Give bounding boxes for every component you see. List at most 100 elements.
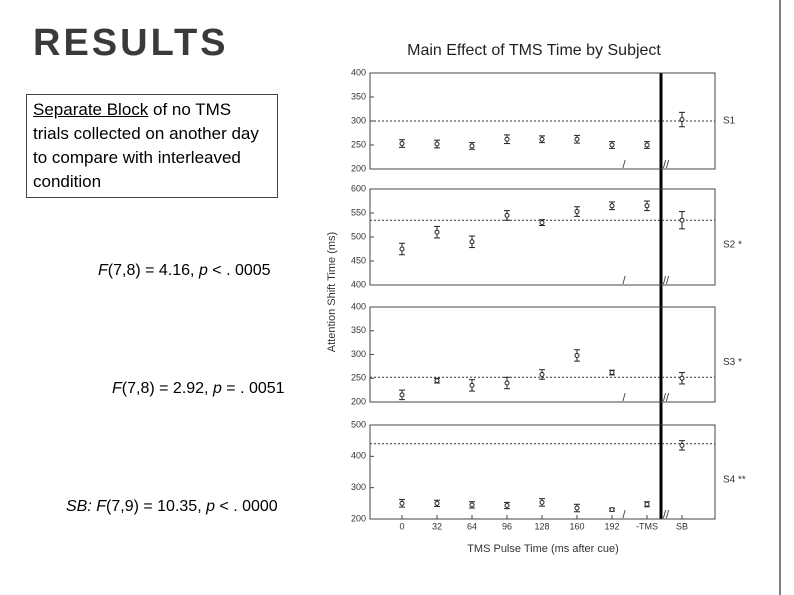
y-tick-label: 400 bbox=[351, 279, 366, 289]
stat-line: F(7,8) = 4.16, p < . 0005 bbox=[98, 262, 271, 280]
panel-frame bbox=[369, 306, 716, 403]
y-tick-label: 500 bbox=[351, 231, 366, 241]
stat-part: < . 0005 bbox=[207, 262, 271, 279]
stat-part: < . 0000 bbox=[214, 498, 278, 515]
point bbox=[469, 382, 475, 388]
point bbox=[644, 501, 650, 507]
x-tick-label: 0 bbox=[399, 521, 404, 531]
slide-title: RESULTS bbox=[33, 22, 229, 64]
stat-part: F bbox=[112, 380, 122, 397]
x-tick-label: -TMS bbox=[636, 521, 658, 531]
stat-part: p bbox=[198, 262, 208, 279]
panel-frame bbox=[369, 188, 716, 286]
y-tick-label: 400 bbox=[351, 451, 366, 461]
break-mark: / bbox=[622, 392, 626, 404]
point bbox=[399, 141, 405, 147]
break-mark: // bbox=[663, 509, 670, 521]
point bbox=[399, 392, 405, 398]
chart-title: Main Effect of TMS Time by Subject bbox=[407, 42, 661, 59]
point bbox=[469, 239, 475, 245]
point bbox=[469, 143, 475, 149]
panel-label: S3 * bbox=[723, 357, 742, 368]
point bbox=[574, 505, 580, 511]
point bbox=[574, 352, 580, 358]
point bbox=[574, 136, 580, 142]
stat-line: F(7,8) = 2.92, p = . 0051 bbox=[112, 380, 285, 398]
stat-part: (7,8) = 2.92, bbox=[121, 380, 213, 397]
y-tick-label: 300 bbox=[351, 482, 366, 492]
point bbox=[539, 499, 545, 505]
point bbox=[469, 502, 475, 508]
point bbox=[574, 209, 580, 215]
point bbox=[609, 142, 615, 148]
stat-part: (7,9) = 10.35, bbox=[106, 498, 207, 515]
panel-label: S4 ** bbox=[723, 475, 746, 486]
point bbox=[434, 500, 440, 506]
point bbox=[609, 370, 615, 376]
y-tick-label: 350 bbox=[351, 325, 366, 335]
point bbox=[609, 203, 615, 209]
stat-part: p bbox=[212, 380, 222, 397]
point bbox=[504, 212, 510, 218]
break-mark: / bbox=[622, 509, 626, 521]
y-tick-label: 200 bbox=[351, 513, 366, 523]
point bbox=[504, 503, 510, 509]
point bbox=[539, 371, 545, 377]
x-tick-label: 32 bbox=[432, 521, 442, 531]
stat-line: SB: F(7,9) = 10.35, p < . 0000 bbox=[66, 498, 278, 516]
point bbox=[434, 141, 440, 147]
break-mark: // bbox=[663, 159, 670, 171]
point bbox=[434, 229, 440, 235]
point bbox=[644, 203, 650, 209]
point bbox=[539, 136, 545, 142]
y-tick-label: 200 bbox=[351, 396, 366, 406]
stat-part: (7,8) = 4.16, bbox=[107, 262, 199, 279]
break-mark: / bbox=[622, 275, 626, 287]
point bbox=[504, 136, 510, 142]
break-mark: // bbox=[663, 392, 670, 404]
y-tick-label: 200 bbox=[351, 163, 366, 173]
y-tick-label: 450 bbox=[351, 255, 366, 265]
x-tick-label: 64 bbox=[467, 521, 477, 531]
point bbox=[679, 117, 685, 123]
point bbox=[679, 217, 685, 223]
y-tick-label: 250 bbox=[351, 139, 366, 149]
y-tick-label: 500 bbox=[351, 419, 366, 429]
x-tick-label: 160 bbox=[569, 521, 584, 531]
point bbox=[679, 375, 685, 381]
point bbox=[399, 500, 405, 506]
note-text: of no TMS trials collected on another da… bbox=[33, 100, 259, 191]
point bbox=[609, 507, 615, 513]
point bbox=[434, 378, 440, 384]
point bbox=[504, 380, 510, 386]
y-axis-label: Attention Shift Time (ms) bbox=[326, 232, 338, 352]
stat-part: = . 0051 bbox=[221, 380, 285, 397]
x-tick-label: 192 bbox=[604, 521, 619, 531]
stat-part: p bbox=[206, 498, 215, 515]
y-tick-label: 400 bbox=[351, 301, 366, 311]
point bbox=[679, 442, 685, 448]
panel-label: S2 * bbox=[723, 240, 742, 251]
point bbox=[644, 142, 650, 148]
y-tick-label: 600 bbox=[351, 183, 366, 193]
break-mark: / bbox=[622, 159, 626, 171]
point bbox=[399, 246, 405, 252]
stat-part: F bbox=[98, 262, 108, 279]
y-tick-label: 400 bbox=[351, 67, 366, 77]
x-tick-label: 128 bbox=[534, 521, 549, 531]
break-mark: // bbox=[663, 275, 670, 287]
y-tick-label: 250 bbox=[351, 373, 366, 383]
x-axis-label: TMS Pulse Time (ms after cue) bbox=[467, 543, 619, 555]
note-box: Separate Block of no TMS trials collecte… bbox=[26, 94, 278, 198]
x-tick-label: 96 bbox=[502, 521, 512, 531]
panel-label: S1 bbox=[723, 116, 736, 127]
y-tick-label: 300 bbox=[351, 115, 366, 125]
point bbox=[539, 220, 545, 226]
y-tick-label: 550 bbox=[351, 207, 366, 217]
y-tick-label: 350 bbox=[351, 91, 366, 101]
y-tick-label: 300 bbox=[351, 349, 366, 359]
x-tick-label: SB bbox=[676, 521, 688, 531]
note-underlined: Separate Block bbox=[33, 100, 149, 119]
